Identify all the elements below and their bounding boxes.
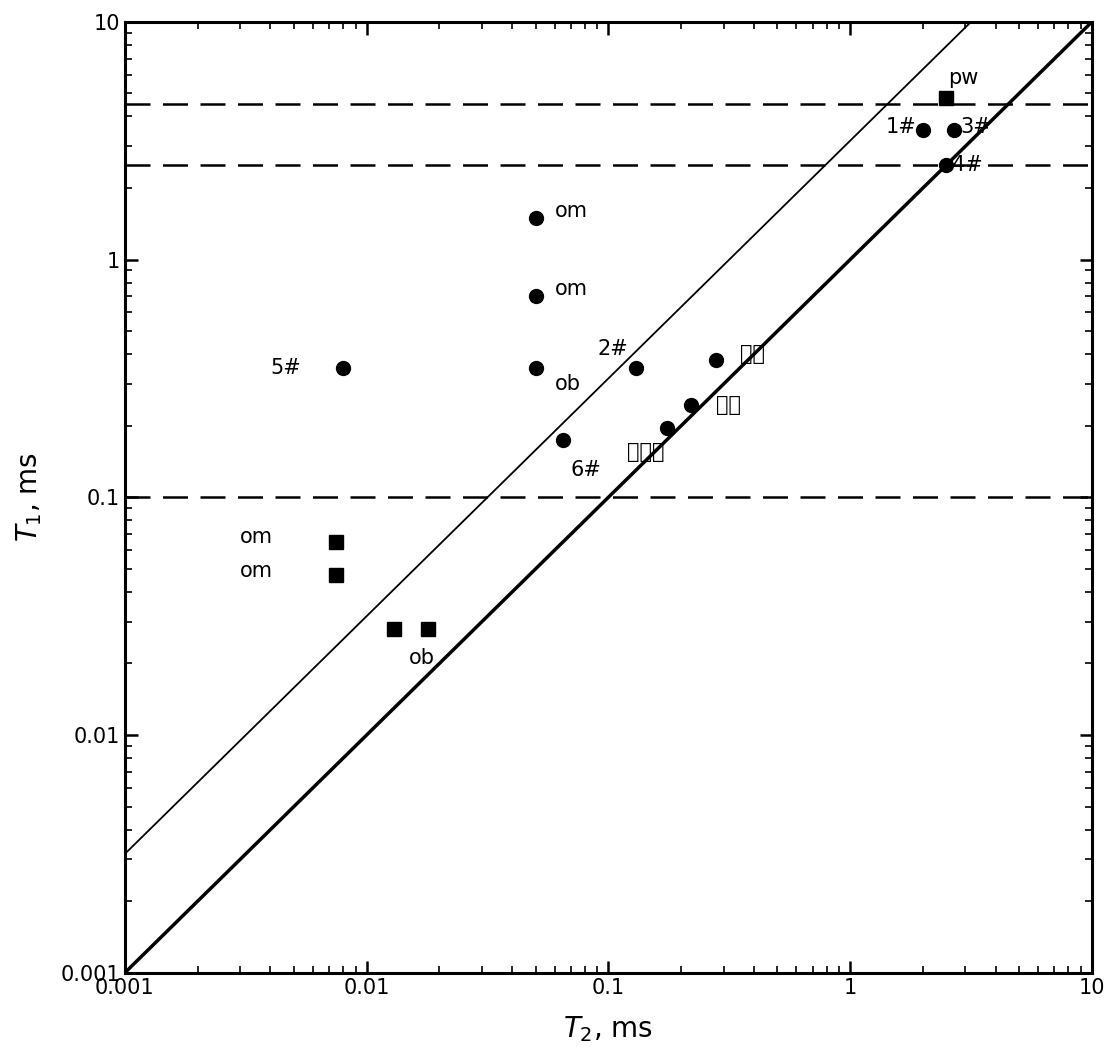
Text: pw: pw	[949, 68, 979, 88]
Text: 4#: 4#	[952, 156, 984, 175]
Text: om: om	[555, 279, 587, 299]
Text: om: om	[241, 561, 273, 581]
X-axis label: $T_2$, ms: $T_2$, ms	[563, 1015, 653, 1044]
Text: om: om	[555, 201, 587, 221]
Text: 5#: 5#	[271, 358, 301, 378]
Y-axis label: $T_1$, ms: $T_1$, ms	[13, 453, 44, 543]
Text: ob: ob	[410, 649, 435, 669]
Text: 确油: 确油	[740, 344, 765, 364]
Text: 2#: 2#	[598, 340, 628, 359]
Text: 1#: 1#	[885, 117, 916, 138]
Text: om: om	[241, 527, 273, 547]
Text: 6#: 6#	[571, 460, 602, 480]
Text: ob: ob	[555, 373, 581, 394]
Text: 大豆油: 大豆油	[628, 442, 665, 462]
Text: 白油: 白油	[716, 395, 742, 415]
Text: 3#: 3#	[960, 117, 990, 138]
